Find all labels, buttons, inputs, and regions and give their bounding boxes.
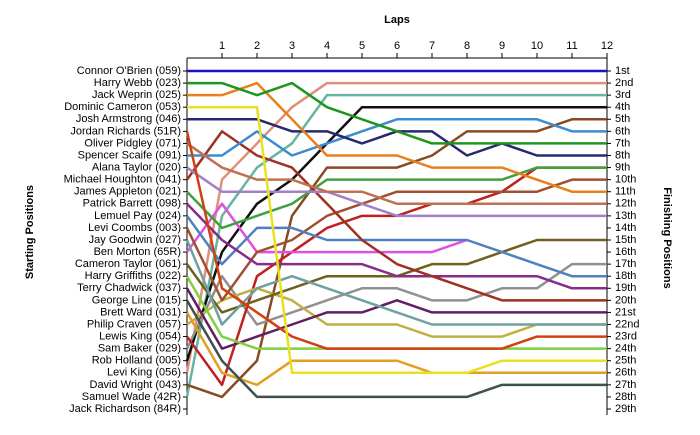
finishing-position-label: 17th [615, 258, 636, 270]
finishing-position-label: 26th [615, 367, 636, 379]
finishing-position-label: 6th [615, 125, 630, 137]
x-tick-label: 1 [219, 40, 225, 52]
finishing-position-label: 23rd [615, 330, 637, 342]
x-tick-label: 12 [601, 40, 613, 52]
finishing-position-label: 25th [615, 355, 636, 367]
starting-position-label: Brett Ward (031) [100, 306, 181, 318]
driver-line [187, 105, 607, 375]
starting-position-label: Sam Baker (029) [98, 343, 181, 355]
starting-position-label: Jack Richardson (84R) [69, 403, 181, 415]
driver-line [185, 215, 607, 278]
x-tick-label: 8 [464, 40, 470, 52]
finishing-position-label: 27th [615, 379, 636, 391]
starting-position-label: Michael Houghton (041) [64, 174, 181, 186]
x-tick-label: 2 [254, 40, 260, 52]
finishing-position-label: 14th [615, 222, 636, 234]
starting-position-label: Oliver Pidgley (071) [84, 137, 181, 149]
finishing-position-label: 20th [615, 294, 636, 306]
finishing-position-label: 9th [615, 161, 630, 173]
x-tick-label: 11 [566, 40, 577, 52]
starting-position-label: James Appleton (021) [74, 186, 181, 198]
x-axis-title: Laps [384, 14, 410, 26]
finishing-position-label: 4th [615, 101, 630, 113]
finishing-position-label: 10th [615, 174, 636, 186]
driver-line [185, 130, 607, 302]
driver-line [185, 202, 468, 254]
finishing-position-label: 22nd [615, 318, 639, 330]
finishing-position-label: 28th [615, 391, 636, 403]
starting-position-label: Levi Coombs (003) [88, 222, 181, 234]
driver-line [186, 166, 607, 218]
starting-position-label: Harry Griffiths (022) [85, 270, 181, 282]
driver-line [185, 105, 607, 362]
starting-position-label: George Line (015) [92, 294, 181, 306]
starting-position-label: Levi King (056) [107, 367, 181, 379]
finishing-position-label: 8th [615, 149, 630, 161]
starting-position-label: David Wright (043) [90, 379, 182, 391]
x-tick-label: 5 [359, 40, 365, 52]
driver-line [187, 81, 607, 193]
driver-line [187, 118, 607, 157]
starting-position-label: Patrick Barrett (098) [83, 198, 181, 210]
starting-position-label: Josh Armstrong (046) [76, 113, 181, 125]
x-tick-label: 10 [531, 40, 543, 52]
x-tick-label: 9 [499, 40, 505, 52]
x-tick-label: 3 [289, 40, 295, 52]
starting-position-label: Samuel Wade (42R) [82, 391, 181, 403]
x-tick-label: 4 [324, 40, 330, 52]
starting-position-label: Dominic Cameron (053) [64, 101, 181, 113]
finishing-position-label: 29th [615, 403, 636, 415]
finishing-position-label: 2nd [615, 77, 633, 89]
starting-position-label: Terry Chadwick (037) [77, 282, 181, 294]
driver-line [185, 178, 607, 302]
y-axis-title: Starting Positions [24, 185, 36, 279]
starting-position-label: Harry Webb (023) [94, 77, 181, 89]
starting-position-label: Rob Holland (005) [92, 355, 181, 367]
starting-position-label: Jordan Richards (51R) [70, 125, 181, 137]
driver-line [185, 262, 607, 350]
driver-line [186, 118, 607, 399]
starting-position-label: Philip Craven (057) [87, 318, 181, 330]
finishing-position-label: 3rd [615, 89, 631, 101]
finishing-position-label: 16th [615, 246, 636, 258]
driver-line [185, 287, 607, 350]
finishing-position-label: 1st [615, 65, 630, 77]
driver-line [187, 81, 607, 145]
y2-axis-title: Finishing Positions [661, 187, 673, 288]
finishing-position-label: 18th [615, 270, 636, 282]
starting-position-label: Lemuel Pay (024) [94, 210, 181, 222]
x-tick-label: 6 [394, 40, 400, 52]
starting-position-label: Cameron Taylor (061) [75, 258, 181, 270]
x-tick-label: 7 [429, 40, 435, 52]
driver-line [185, 93, 607, 398]
starting-position-label: Jay Goodwin (027) [89, 234, 181, 246]
finishing-position-label: 7th [615, 137, 630, 149]
starting-position-label: Jack Weprin (025) [92, 89, 181, 101]
finishing-position-label: 12th [615, 198, 636, 210]
driver-line [186, 202, 607, 290]
driver-line [185, 81, 607, 374]
driver-line [185, 299, 607, 399]
finishing-position-label: 24th [615, 343, 636, 355]
finishing-position-label: 13th [615, 210, 636, 222]
starting-position-label: Spencer Scaife (091) [78, 149, 181, 161]
driver-line [186, 142, 607, 206]
finishing-position-label: 15th [615, 234, 636, 246]
starting-position-label: Alana Taylor (020) [92, 161, 181, 173]
starting-position-label: Ben Morton (65R) [94, 246, 181, 258]
driver-line [185, 131, 607, 350]
driver-line [185, 311, 607, 387]
finishing-position-label: 11th [615, 186, 636, 198]
starting-position-label: Lewis King (054) [99, 330, 181, 342]
driver-line [185, 239, 607, 326]
finishing-position-label: 21st [615, 306, 636, 318]
finishing-position-label: 5th [615, 113, 630, 125]
finishing-position-label: 19th [615, 282, 636, 294]
starting-position-label: Connor O'Brien (059) [77, 65, 181, 77]
driver-line [186, 166, 607, 230]
